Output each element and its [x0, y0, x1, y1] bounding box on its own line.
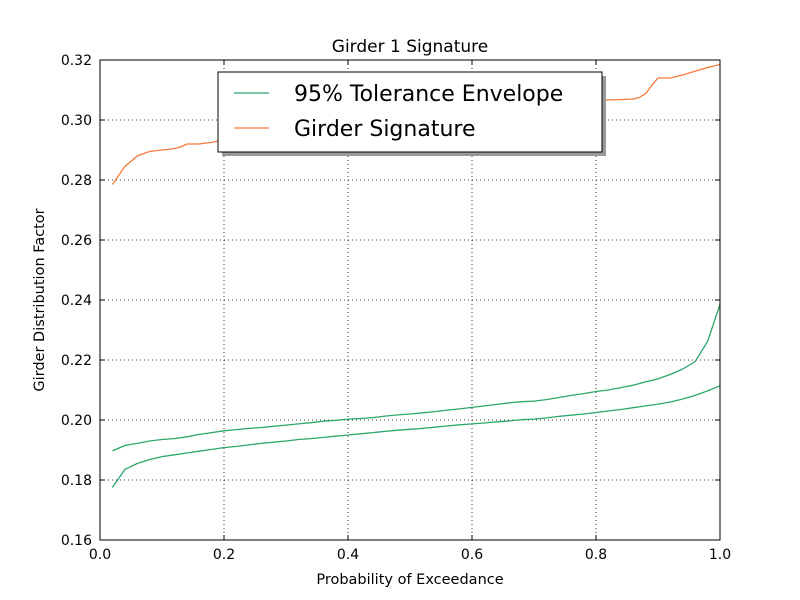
ticks-layer: 0.0 0.2 0.4 0.6 0.8 1.0 0.16 0.18 0.20 0.22 0.24 0.…	[61, 53, 731, 563]
legend: 95% Tolerance Envelope Girder Signature	[217, 71, 606, 156]
x-tick-label: 0.2	[213, 547, 235, 563]
y-axis-label: Girder Distribution Factor	[32, 208, 48, 391]
x-tick-label: 0.8	[585, 547, 607, 563]
series-layer	[111, 63, 721, 488]
series-line-upper	[112, 304, 721, 452]
x-tick-label: 1.0	[709, 547, 731, 563]
y-tick-label: 0.18	[61, 473, 92, 489]
x-tick-label: 0.6	[461, 547, 483, 563]
series-line-signature	[111, 63, 721, 185]
x-tick-label: 0.4	[337, 547, 359, 563]
series-line-lower	[111, 385, 721, 488]
legend-label-tolerance-envelope: 95% Tolerance Envelope	[294, 82, 563, 107]
x-axis-label: Probability of Exceedance	[316, 572, 503, 588]
y-tick-label: 0.24	[61, 293, 92, 309]
legend-label-girder-signature: Girder Signature	[294, 117, 476, 142]
x-tick-label: 0.0	[89, 547, 111, 563]
y-tick-label: 0.30	[61, 113, 92, 129]
y-tick-label: 0.20	[61, 413, 92, 429]
chart-title: Girder 1 Signature	[332, 37, 488, 57]
y-tick-label: 0.16	[61, 533, 92, 549]
legend-box	[217, 71, 603, 153]
y-tick-label: 0.32	[61, 53, 92, 69]
y-tick-label: 0.22	[61, 353, 92, 369]
y-tick-label: 0.26	[61, 233, 92, 249]
y-tick-label: 0.28	[61, 173, 92, 189]
